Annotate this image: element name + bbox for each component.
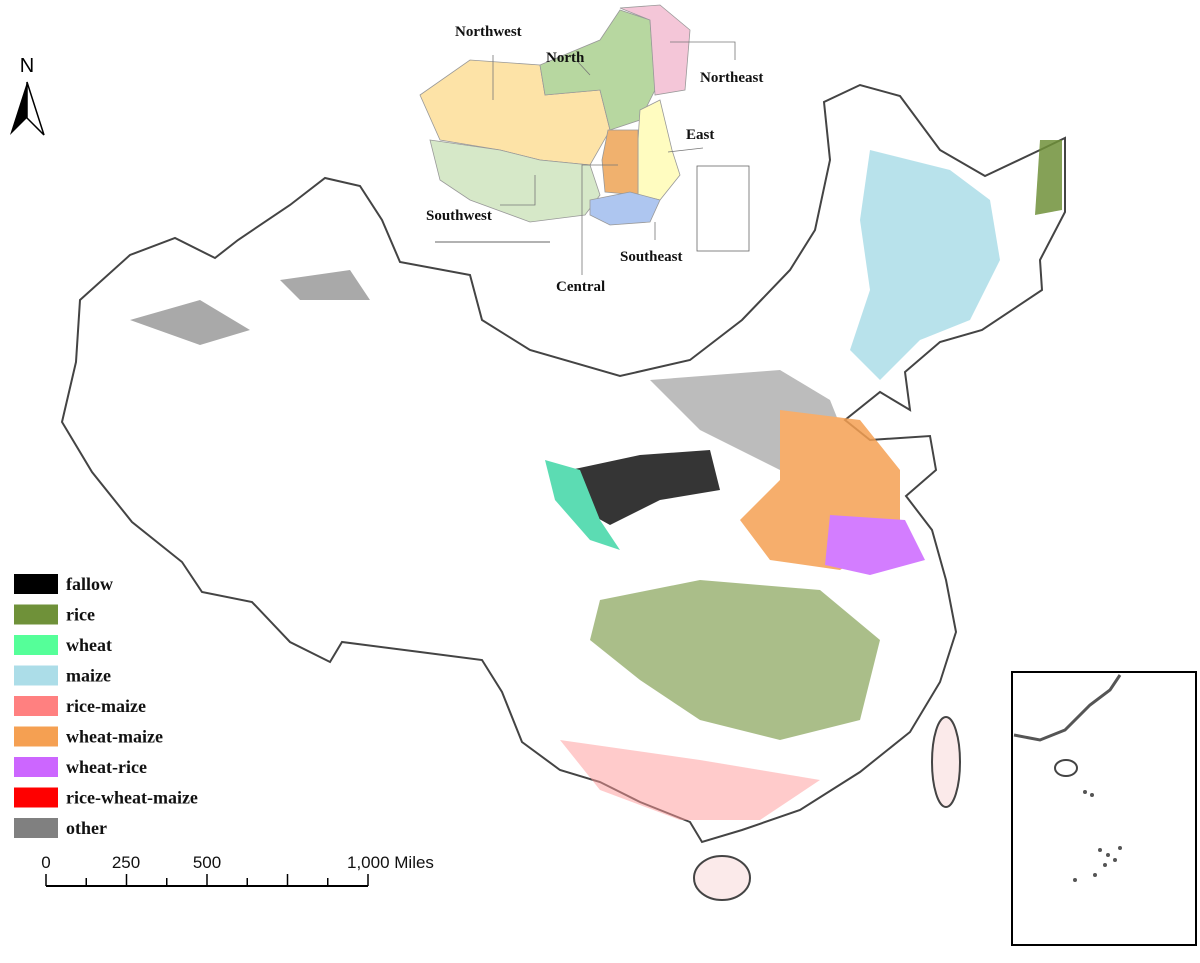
region-label: Northeast	[700, 70, 763, 86]
legend-swatch	[14, 727, 58, 747]
legend-label: maize	[66, 666, 111, 686]
scale-label: 0	[41, 853, 50, 872]
north-label: N	[20, 55, 34, 77]
inset-frame	[1012, 672, 1196, 945]
region-label: Northwest	[455, 24, 522, 40]
arrow-left	[10, 82, 27, 135]
legend-swatch	[14, 666, 58, 686]
legend-label: rice-wheat-maize	[66, 788, 198, 808]
legend-label: wheat-maize	[66, 727, 163, 747]
legend-label: other	[66, 818, 107, 838]
legend-swatch	[14, 788, 58, 808]
scale-bar: 0 250 500 1,000 Miles	[41, 853, 434, 886]
scale-label: 500	[193, 853, 221, 872]
region-area	[638, 100, 680, 200]
legend-label: wheat-rice	[66, 757, 147, 777]
legend-swatch	[14, 757, 58, 777]
region-label: North	[546, 50, 585, 66]
region-label: Central	[556, 279, 605, 295]
overview-inset-box	[697, 166, 749, 251]
legend-swatch	[14, 574, 58, 594]
legend-swatch	[14, 635, 58, 655]
legend-swatch	[14, 818, 58, 838]
region-label: Southwest	[426, 208, 492, 224]
south-sea-inset	[1012, 672, 1196, 945]
legend-label: wheat	[66, 635, 112, 655]
legend-swatch	[14, 696, 58, 716]
scale-label: 250	[112, 853, 140, 872]
region-area	[590, 192, 660, 225]
map: Northwest North Northeast East Southwest…	[0, 0, 1200, 963]
north-arrow: N	[10, 55, 44, 135]
legend: fallow rice wheat maize rice-maize wheat-maiz…	[14, 574, 198, 838]
legend-label: fallow	[66, 574, 113, 594]
scale-label: 1,000 Miles	[347, 853, 434, 872]
region-label: Southeast	[620, 249, 683, 265]
legend-label: rice-maize	[66, 696, 146, 716]
arrow-right	[27, 82, 44, 135]
page: Northwest North Northeast East Southwest…	[0, 0, 1200, 963]
hainan	[694, 856, 750, 900]
region-area	[602, 130, 638, 195]
taiwan	[932, 717, 960, 807]
legend-swatch	[14, 605, 58, 625]
region-label: East	[686, 127, 714, 143]
legend-label: rice	[66, 605, 95, 625]
